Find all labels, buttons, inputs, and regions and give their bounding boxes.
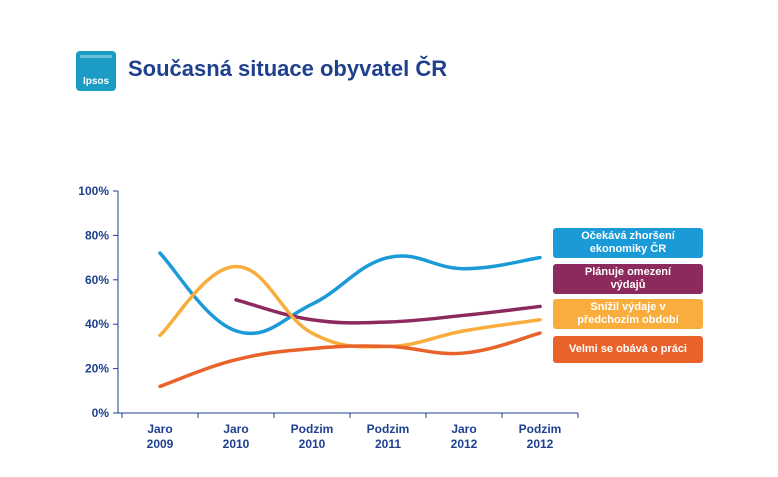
legend-item-ocekava-zhorseni-ekonomiky-cr: Očekává zhoršení ekonomiky ČR	[553, 228, 703, 258]
y-tick-label: 60%	[85, 273, 109, 287]
series-line-snizil-vydaje-v-predchozim-obdobi	[158, 264, 542, 349]
x-tick-label: Jaro 2012	[451, 422, 478, 451]
chart-axes: 0% 20% 40% 60% 80% 100% Jaro 2009 Jaro 2010 Podzim…	[78, 184, 579, 451]
y-tick-label: 100%	[78, 184, 109, 198]
x-tick-label: Podzim 2011	[367, 422, 410, 451]
y-tick-label: 20%	[85, 362, 109, 376]
series-line-ocekava-zhorseni-ekonomiky-cr	[158, 251, 542, 336]
y-tick-label: 80%	[85, 228, 109, 242]
logo-accent	[80, 55, 112, 58]
x-tick-label: Jaro 2009	[147, 422, 174, 451]
ipsos-logo: Ipsos	[76, 51, 116, 91]
chart-lines	[158, 251, 542, 389]
legend-label: Plánuje omezení výdajů	[584, 266, 672, 291]
logo-text: Ipsos	[82, 76, 110, 87]
x-tick-label: Podzim 2010	[291, 422, 334, 451]
legend-item-snizil-vydaje-v-predchozim-obdobi: Snížil výdaje v předchozím období	[553, 299, 703, 329]
x-tick-label: Podzim 2012	[519, 422, 562, 451]
series-line-velmi-se-obava-o-praci	[158, 331, 542, 389]
legend-item-planuje-omezeni-vydaju: Plánuje omezení výdajů	[553, 264, 703, 294]
y-tick-label: 40%	[85, 317, 109, 331]
y-tick-label: 0%	[92, 406, 110, 420]
legend-label: Velmi se obává o práci	[568, 343, 687, 355]
page-title: Současná situace obyvatel ČR	[128, 56, 448, 81]
series-line-planuje-omezeni-vydaju	[234, 298, 542, 325]
legend-label: Očekává zhoršení ekonomiky ČR	[581, 230, 675, 255]
x-tick-label: Jaro 2010	[223, 422, 250, 451]
legend-label: Snížil výdaje v předchozím období	[577, 301, 679, 326]
legend-item-velmi-se-obava-o-praci: Velmi se obává o práci	[553, 336, 703, 363]
